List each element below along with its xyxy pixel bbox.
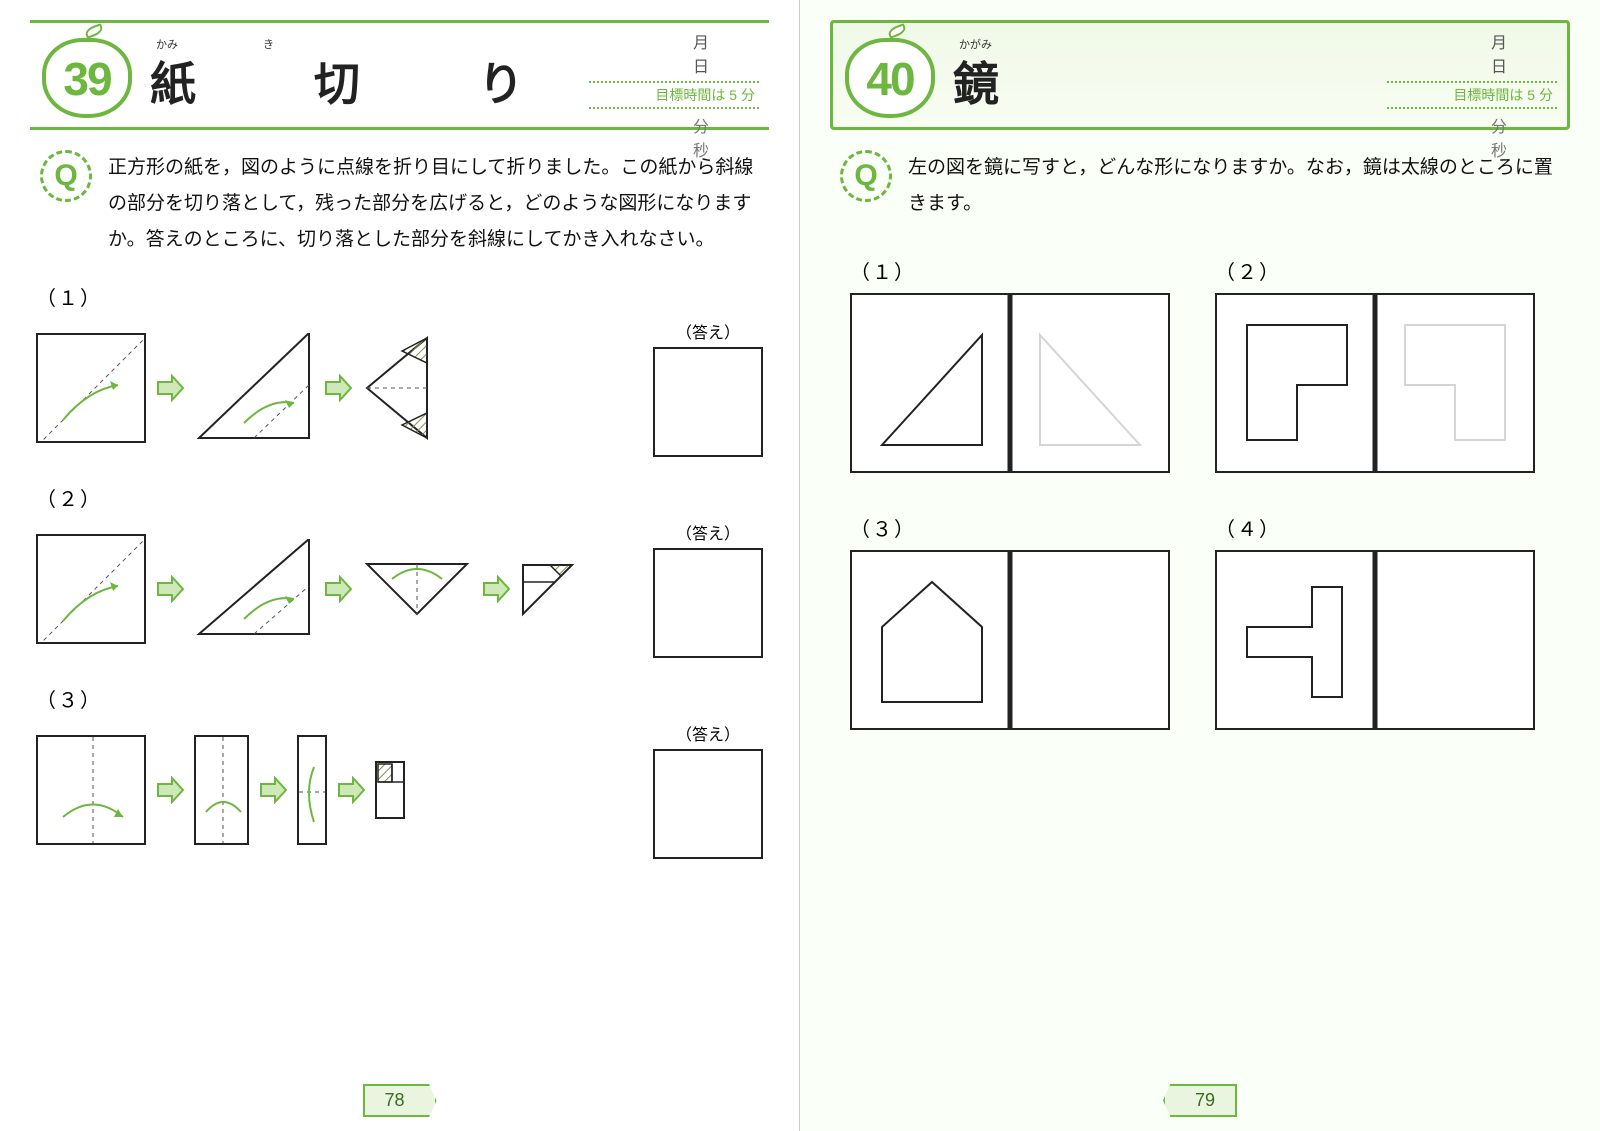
shape-left: [852, 552, 1010, 728]
page-40: 40 かがみ 鏡 月 日 目標時間は 5 分 分 秒 Q 左の図を鏡に写すと，ど…: [800, 0, 1600, 1131]
arrow-icon: [156, 374, 184, 402]
fold-step-3: [362, 333, 432, 443]
question-block: Q 正方形の紙を，図のように点線を折り目にして折りました。この紙から斜線の部分を…: [40, 150, 759, 258]
fold-step-2: [194, 333, 314, 443]
problem-4: （４）: [1215, 513, 1550, 730]
fold-step-2: [194, 735, 249, 845]
problem-3: （３）: [850, 513, 1185, 730]
question-text: 正方形の紙を，図のように点線を折り目にして折りました。この紙から斜線の部分を切り…: [108, 150, 759, 258]
answer-label: （答え）: [676, 721, 740, 745]
answer-box[interactable]: [653, 347, 763, 457]
shape-left: [1217, 295, 1375, 471]
arrow-icon: [259, 776, 287, 804]
header-meta: 月 日 目標時間は 5 分 分 秒: [1387, 29, 1557, 161]
fold-step-4: [520, 562, 575, 617]
lesson-number: 39: [40, 52, 134, 106]
lesson-number-badge: 40: [843, 30, 943, 120]
problem-2: （２）: [1215, 256, 1550, 473]
arrow-icon: [482, 575, 510, 603]
fold-step-4: [375, 761, 405, 819]
q-icon: Q: [40, 150, 92, 202]
problem-1: （１）: [850, 256, 1185, 473]
answer-area[interactable]: [1010, 295, 1168, 471]
page-39: 39 かみき 紙 切 り 月 日 目標時間は 5 分 分 秒 Q 正方形の紙を，…: [0, 0, 800, 1131]
arrow-icon: [324, 575, 352, 603]
fold-step-1: [36, 534, 146, 644]
answer-area[interactable]: [1375, 295, 1533, 471]
fold-step-1: [36, 333, 146, 443]
answer-label: （答え）: [676, 319, 740, 343]
page-number: 79: [1163, 1084, 1237, 1117]
shape-left: [852, 295, 1010, 471]
problem-1: （１）: [36, 282, 763, 457]
answer-area[interactable]: [1375, 552, 1533, 728]
problems-right: （１） （２）: [830, 246, 1570, 740]
answer-box[interactable]: [653, 749, 763, 859]
shape-left: [1217, 552, 1375, 728]
q-icon: Q: [840, 150, 892, 202]
fold-step-3: [362, 559, 472, 619]
answer-label: （答え）: [676, 520, 740, 544]
fold-step-3: [297, 735, 327, 845]
fold-step-2: [194, 539, 314, 639]
problem-2: （２）: [36, 483, 763, 658]
lesson-number: 40: [843, 52, 937, 106]
problems-left: （１）: [30, 282, 769, 859]
lesson-number-badge: 39: [40, 30, 140, 120]
fold-step-1: [36, 735, 146, 845]
page-header: 40 かがみ 鏡 月 日 目標時間は 5 分 分 秒: [830, 20, 1570, 130]
page-header: 39 かみき 紙 切 り 月 日 目標時間は 5 分 分 秒: [30, 20, 769, 130]
arrow-icon: [156, 776, 184, 804]
page-number: 78: [362, 1084, 436, 1117]
header-meta: 月 日 目標時間は 5 分 分 秒: [589, 29, 759, 161]
arrow-icon: [324, 374, 352, 402]
answer-box[interactable]: [653, 548, 763, 658]
arrow-icon: [156, 575, 184, 603]
problem-3: （３）: [36, 684, 763, 859]
answer-area[interactable]: [1010, 552, 1168, 728]
arrow-icon: [337, 776, 365, 804]
